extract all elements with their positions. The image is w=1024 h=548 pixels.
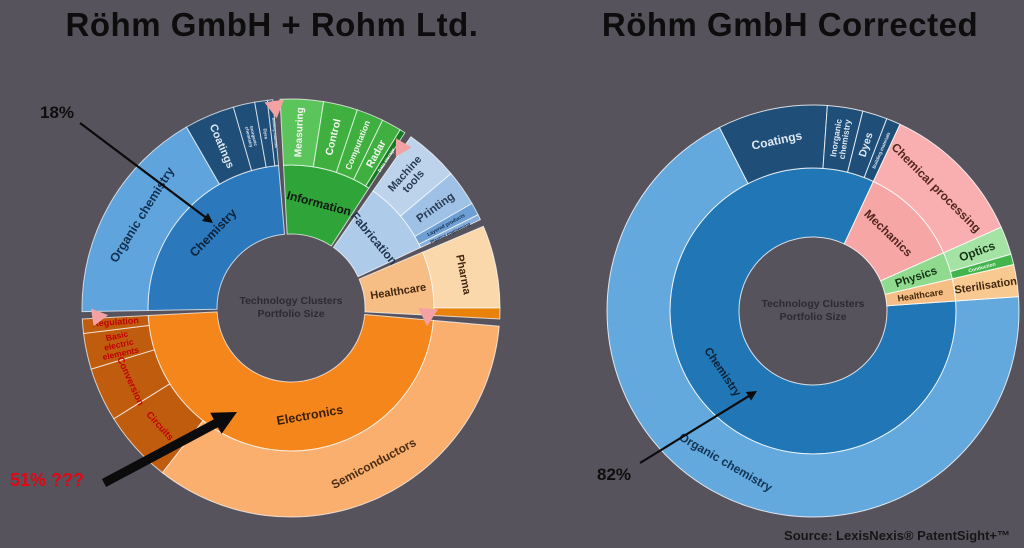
pink-marker-icon xyxy=(91,308,109,327)
arc-label-inorganic-chemistry: Inorganicchemistry xyxy=(244,125,258,148)
annotation-arrowhead-icon xyxy=(745,391,757,401)
center-label: Technology Clusters Portfolio Size xyxy=(239,295,343,320)
arc-label-dyes: Dyes xyxy=(262,128,269,140)
annotation-arrow xyxy=(101,415,225,487)
arc-label-building-materials: Building materials xyxy=(271,117,278,148)
segment-semiconductors xyxy=(161,319,500,518)
center-label: Technology Clusters Portfolio Size xyxy=(761,298,865,323)
pink-marker-icon xyxy=(264,99,285,119)
annotation-82: 82% xyxy=(597,465,632,484)
segment-unlabeled xyxy=(433,307,501,320)
pink-marker-icon xyxy=(418,308,439,327)
arc-label-regulation: Regulation xyxy=(92,315,139,329)
arc-label-measuring: Measuring xyxy=(293,107,306,157)
segment-plastics-engineering xyxy=(418,214,482,249)
chart-title-right: Röhm GmbH Corrected xyxy=(601,6,979,43)
annotation-arrowhead-icon xyxy=(202,213,213,223)
annotation-18: 18% xyxy=(40,103,75,122)
pink-marker-icon xyxy=(395,138,412,157)
annotation-arrowhead-icon xyxy=(210,412,237,434)
segment-data-storage xyxy=(365,129,406,189)
segment-building-materials xyxy=(266,99,280,167)
segment-sterilisation xyxy=(951,264,1020,302)
chart-title-left: Röhm GmbH + Rohm Ltd. xyxy=(65,6,479,43)
annotation-51: 51% ??? xyxy=(10,470,85,490)
annotation-arrow xyxy=(79,122,209,220)
annotation-arrow xyxy=(639,393,752,464)
source-attribution: Source: LexisNexis® PatentSight+™ xyxy=(784,528,1010,543)
